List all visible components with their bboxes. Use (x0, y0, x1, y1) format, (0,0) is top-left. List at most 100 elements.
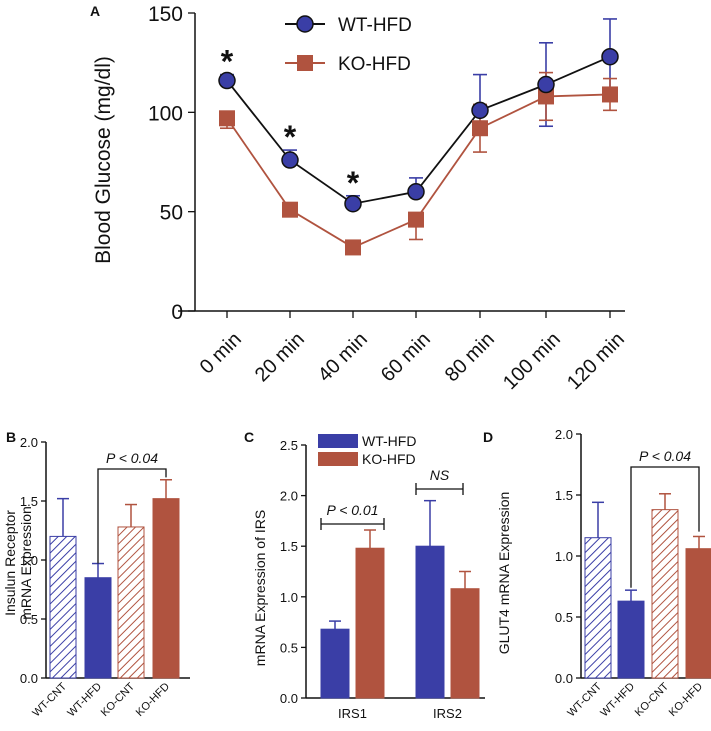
panel-c-bar (415, 545, 445, 699)
panel-a-x-tick-label: 20 min (251, 328, 309, 386)
panel-d-bar (685, 548, 711, 679)
panel-a-wt-point (281, 151, 299, 169)
panel-c: C mRNA Expression of IRS WT-HFD KO-HFD 0… (244, 429, 485, 721)
panel-c-significance-label: P < 0.01 (326, 502, 378, 518)
panel-b-x-tick-label: WT-HFD (65, 681, 104, 720)
panel-b-bar (84, 577, 112, 679)
panel-a-ko-point (282, 201, 298, 218)
panel-a-wt-point (601, 47, 619, 66)
panel-a-x-tick-label: 0 min (196, 328, 246, 378)
legend-wt-label: WT-HFD (338, 15, 412, 36)
panel-b: B Insulun Receptor mRNA Expression 0.00.… (2, 429, 190, 719)
panel-a-plot: * * * (218, 18, 619, 256)
panel-b-bar (117, 526, 145, 679)
panel-a-x-tick-label: 40 min (314, 328, 372, 386)
panel-a-wt-point (537, 75, 555, 94)
panel-b-y-tick-label: 1.0 (20, 553, 38, 568)
legend-c-wt-swatch (318, 434, 358, 448)
panel-a-ko-point (602, 86, 618, 103)
panel-d-p-value: P < 0.04 (639, 448, 691, 464)
panel-c-bar (450, 588, 480, 699)
panel-a-significance-star: * (221, 44, 234, 80)
panel-b-x-tick-label: KO-HFD (134, 681, 172, 719)
panel-a-significance-star: * (284, 119, 297, 155)
panel-a-x-tick-label: 120 min (563, 328, 629, 394)
panel-d-significance-bracket (630, 466, 700, 588)
panel-d-y-tick-label: 1.5 (555, 488, 573, 503)
panel-d-y-tick-label: 2.0 (555, 427, 573, 442)
panel-c-bar (320, 628, 350, 699)
panel-b-ylabel-1: Insulun Receptor (2, 510, 18, 616)
panel-d-x-tick-label: WT-CNT (565, 680, 604, 719)
panel-b-significance-bracket (97, 468, 167, 564)
panel-b-y-tick-label: 0.0 (20, 671, 38, 686)
panel-a-y-axis: 0 50 100 150 (148, 3, 196, 324)
panel-a-x-axis: 0 min 20 min 40 min 60 min 80 min 100 min120 … (178, 310, 629, 394)
legend-c-ko-swatch (318, 452, 358, 466)
panel-a-y-tick-label: 100 (148, 102, 183, 125)
panel-c-bar (355, 547, 385, 699)
panel-d-bar (584, 537, 612, 679)
panel-a-ko-point (345, 239, 361, 256)
panel-a-y-tick-label: 50 (160, 202, 183, 225)
panel-a-x-tick-label: 80 min (441, 328, 499, 386)
panel-c-x-tick-label: IRS1 (338, 706, 367, 721)
panel-d-x-tick-label: KO-HFD (667, 681, 705, 719)
legend-wt-marker (296, 15, 314, 33)
panel-d-bar (617, 600, 645, 679)
panel-a-legend: WT-HFD KO-HFD (285, 15, 412, 75)
panel-a-ylabel: Blood Glucose (mg/dl) (92, 56, 115, 264)
panel-a-wt-point (471, 101, 489, 120)
panel-b-p-value: P < 0.04 (106, 450, 158, 466)
panel-c-significance-label: NS (430, 467, 450, 483)
panel-d-bar (651, 509, 679, 679)
panel-c-y-tick-label: 0.0 (280, 691, 298, 706)
panel-b-y-tick-label: 0.5 (20, 612, 38, 627)
panel-c-y-tick-label: 0.5 (280, 640, 298, 655)
panel-a-significance-star: * (347, 165, 360, 201)
panel-d-y-tick-label: 0.0 (555, 671, 573, 686)
panel-b-ylabel-2: mRNA Expression (18, 506, 34, 620)
panel-a-ko-point (538, 88, 554, 105)
panel-a-y-tick-label: 150 (148, 3, 183, 26)
panel-a-letter: A (90, 3, 100, 19)
panel-a-wt-point (344, 194, 362, 213)
panel-a-wt-point (407, 183, 425, 201)
panel-b-x-tick-label: KO-CNT (99, 680, 137, 718)
panel-c-y-tick-label: 1.0 (280, 590, 298, 605)
panel-c-plot: 0.0 0.5 1.0 1.5 2.0 2.5 IRS1 IRS2 P < 0.01 NS (280, 438, 485, 721)
panel-a: A Blood Glucose (mg/dl) 0 50 100 150 0 min 2… (90, 3, 629, 394)
panel-c-legend: WT-HFD KO-HFD (318, 433, 416, 467)
panel-a-y-tick-label: 0 (171, 301, 183, 324)
legend-c-ko-label: KO-HFD (362, 451, 416, 467)
panel-d-y-tick-label: 0.5 (555, 610, 573, 625)
legend-ko-marker (297, 55, 313, 71)
panel-c-y-tick-label: 2.5 (280, 438, 298, 453)
panel-b-letter: B (6, 429, 16, 445)
panel-a-wt-point (218, 71, 236, 90)
panel-c-ylabel: mRNA Expression of IRS (252, 510, 268, 666)
panel-c-y-tick-label: 2.0 (280, 489, 298, 504)
panel-b-bar (152, 498, 180, 679)
panel-b-y-tick-label: 2.0 (20, 435, 38, 450)
panel-a-ko-point (219, 110, 235, 127)
panel-c-y-tick-label: 1.5 (280, 539, 298, 554)
panel-d-y-tick-label: 1.0 (555, 549, 573, 564)
panel-a-ko-point (472, 120, 488, 137)
panel-d-ylabel: GLUT4 mRNA Expression (496, 492, 512, 655)
panel-b-x-tick-label: WT-CNT (30, 680, 69, 719)
panel-d-x-tick-label: WT-HFD (598, 681, 637, 720)
panel-b-y-tick-label: 1.5 (20, 494, 38, 509)
panel-b-bar (49, 535, 77, 679)
legend-c-wt-label: WT-HFD (362, 433, 416, 449)
legend-ko-label: KO-HFD (338, 54, 411, 75)
panel-a-ko-point (408, 211, 424, 228)
panel-d-letter: D (483, 429, 493, 445)
panel-a-x-tick-label: 100 min (499, 328, 565, 394)
panel-c-x-tick-label: IRS2 (433, 706, 462, 721)
panel-d-x-tick-label: KO-CNT (633, 680, 671, 718)
panel-d: D GLUT4 mRNA Expression 0.0 0.5 1.0 1.5 2.0 W… (483, 427, 711, 719)
